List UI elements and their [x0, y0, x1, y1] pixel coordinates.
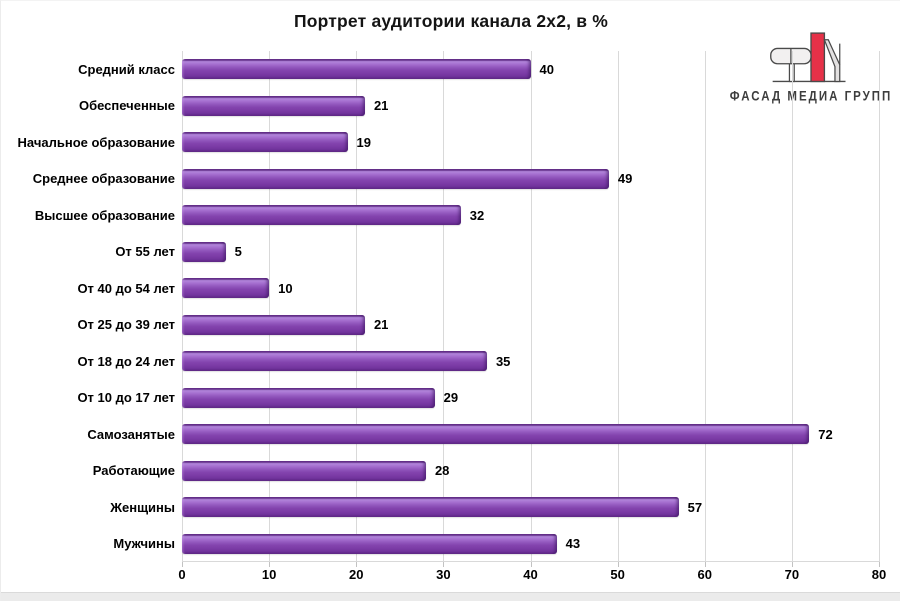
bar-value-label: 72 [818, 426, 833, 442]
bar-row: 40 [182, 51, 879, 88]
bar [182, 460, 426, 481]
tick-mark-x-30 [443, 562, 445, 567]
category-label: От 55 лет [115, 244, 175, 260]
category-label: Среднее образование [32, 171, 175, 187]
bar-value-label: 49 [617, 171, 633, 187]
x-tick-label-80: 80 [871, 567, 887, 582]
gridline-x-20 [356, 51, 358, 562]
bar-value-label: 29 [443, 390, 459, 406]
tick-mark-x-50 [617, 562, 619, 567]
bar-row: 49 [182, 161, 879, 198]
bar [182, 387, 435, 408]
x-tick-label-10: 10 [261, 567, 277, 582]
bar-row: 19 [182, 124, 879, 161]
bar [182, 95, 365, 116]
bar-row: 29 [182, 380, 879, 417]
bar-row: 35 [182, 343, 879, 380]
category-label: От 25 до 39 лет [77, 317, 175, 333]
bar [182, 533, 557, 554]
bar-row: 43 [182, 526, 879, 563]
gridline-x-70 [791, 51, 793, 562]
category-label: Средний класс [78, 61, 175, 77]
tick-mark-x-80 [879, 562, 880, 567]
bar [182, 314, 365, 335]
bar-row: 32 [182, 197, 879, 234]
bar-row: 21 [182, 88, 879, 125]
category-label: От 40 до 54 лет [77, 280, 175, 296]
bar-value-label: 19 [356, 134, 371, 150]
x-tick-label-30: 30 [436, 567, 451, 582]
tick-mark-x-0 [182, 562, 183, 567]
logo-text: ФАСАД МЕДИА ГРУПП [729, 89, 893, 105]
category-label: Высшее образование [34, 207, 175, 223]
gridline-x-40 [530, 51, 532, 562]
tick-mark-x-20 [356, 562, 358, 567]
bar [182, 241, 226, 262]
x-axis-ticks: 0 10 20 30 40 50 60 70 80 [178, 567, 886, 586]
category-label: Обеспеченные [78, 98, 175, 114]
bar [182, 205, 461, 226]
bar-row: 10 [182, 270, 879, 307]
bar-row: 5 [182, 234, 879, 271]
gridline-x-50 [617, 51, 619, 562]
x-tick-label-20: 20 [349, 567, 364, 582]
category-label: От 18 до 24 лет [77, 353, 175, 369]
bar-value-label: 40 [539, 61, 554, 77]
bar-value-label: 28 [434, 463, 450, 479]
gridline-x-0 [182, 51, 183, 562]
x-tick-label-40: 40 [523, 567, 538, 582]
x-tick-label-70: 70 [784, 567, 800, 582]
x-tick-label-60: 60 [697, 567, 712, 582]
category-label: Начальное образование [17, 134, 175, 150]
bar-value-label: 57 [687, 499, 703, 515]
gridline-x-80 [879, 51, 880, 562]
tick-mark-x-10 [269, 562, 271, 567]
bar [182, 132, 348, 153]
tick-mark-x-60 [704, 562, 706, 567]
bar-value-label: 43 [565, 536, 581, 552]
category-label: Работающие [92, 463, 175, 479]
bar-row: 57 [182, 489, 879, 526]
x-tick-label-50: 50 [610, 567, 625, 582]
bar [182, 168, 609, 189]
bar [182, 59, 531, 80]
bar-value-label: 10 [278, 280, 293, 296]
bar-value-label: 5 [234, 244, 242, 260]
chart-title: Портрет аудитории канала 2x2, в % [293, 11, 609, 31]
gridline-x-10 [269, 51, 271, 562]
logo: ФАСАД МЕДИА ГРУПП [727, 27, 895, 105]
x-axis-line [182, 561, 879, 562]
category-axis: Средний класс Обеспеченные Начальное образ… [1, 51, 175, 562]
bar [182, 278, 270, 299]
bar-row: 72 [182, 416, 879, 453]
bottom-strip [1, 592, 900, 601]
bar [182, 424, 810, 445]
bar [182, 497, 679, 518]
category-label: От 10 до 17 лет [77, 390, 175, 406]
bar-value-label: 21 [373, 98, 389, 114]
tick-mark-x-40 [530, 562, 532, 567]
bar-value-label: 32 [469, 207, 485, 223]
fasad-media-group-logo-icon [770, 32, 846, 83]
gridline-x-60 [704, 51, 706, 562]
category-label: Женщины [110, 499, 175, 515]
bar-row: 28 [182, 453, 879, 490]
category-label: Мужчины [113, 536, 175, 552]
bar-row: 21 [182, 307, 879, 344]
bar-value-label: 35 [495, 353, 511, 369]
category-label: Самозанятые [87, 426, 175, 442]
bar [182, 351, 487, 372]
gridline-x-30 [443, 51, 445, 562]
tick-mark-x-70 [791, 562, 793, 567]
bar-value-label: 21 [373, 317, 389, 333]
plot-area: 40 21 19 49 32 5 10 21 35 29 72 28 57 43 [182, 51, 880, 567]
x-tick-label-0: 0 [178, 567, 186, 582]
